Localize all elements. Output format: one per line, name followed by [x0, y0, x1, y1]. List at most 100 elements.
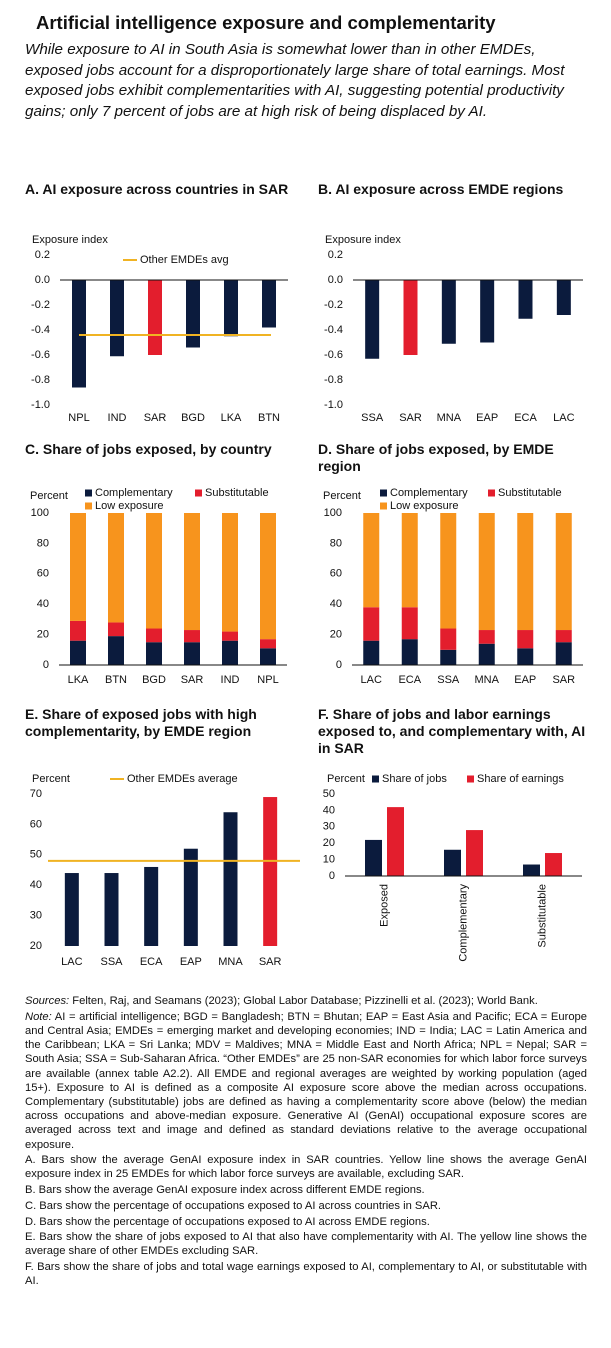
y-tick-label: 0.2: [35, 249, 50, 261]
bar-segment: [555, 513, 572, 631]
sources-text: Felten, Raj, and Seamans (2023); Global …: [72, 995, 538, 1007]
y-tick-label: -0.8: [324, 374, 343, 386]
bar: [365, 280, 380, 359]
x-tick-label: IND: [108, 412, 127, 424]
y-tick-label: 30: [323, 821, 335, 833]
note-label: Note:: [25, 1010, 52, 1023]
note-text: AI = artificial intelligence; BGD = Bang…: [25, 1010, 587, 1151]
note: Note: AI = artificial intelligence; BGD …: [25, 1010, 587, 1152]
x-tick-label: ECA: [514, 412, 537, 424]
panel-note: C. Bars show the percentage of occupatio…: [25, 1199, 442, 1212]
legend-swatch: [467, 775, 474, 783]
y-tick-label: -0.4: [31, 324, 50, 336]
panel-title: A. AI exposure across countries in SAR: [25, 181, 289, 197]
x-tick-label: ECA: [398, 674, 421, 686]
bar-segment: [517, 630, 534, 649]
bar-segment: [146, 642, 162, 665]
bar-segment: [517, 513, 534, 631]
legend-swatch: [85, 489, 92, 497]
axis-title: Exposure index: [325, 234, 401, 246]
y-tick-label: 50: [323, 788, 335, 800]
panel-title: F. Share of jobs and labor earnings expo…: [318, 706, 586, 756]
panel-note: E. Bars show the share of jobs exposed t…: [25, 1231, 587, 1258]
bar: [403, 280, 418, 355]
bar-segment: [478, 513, 495, 631]
x-tick-label: SAR: [181, 674, 204, 686]
bar-segment: [363, 607, 380, 641]
bar: [224, 280, 238, 337]
bar-segment: [440, 628, 457, 650]
legend-swatch: [380, 502, 387, 510]
x-tick-label: NPL: [257, 674, 278, 686]
y-tick-label: 70: [30, 788, 42, 800]
y-tick-label: 0: [336, 659, 342, 671]
bar-segment: [440, 513, 457, 629]
bar: [523, 864, 540, 876]
x-tick-label: LKA: [221, 412, 242, 424]
x-tick-label: SSA: [361, 412, 384, 424]
y-tick-label: 40: [323, 804, 335, 816]
bar: [64, 873, 79, 946]
bar-segment: [478, 643, 495, 665]
page-subtitle: While exposure to AI in South Asia is so…: [25, 41, 565, 120]
bar: [183, 848, 198, 946]
legend-swatch: [488, 489, 495, 497]
sources-label: Sources:: [25, 995, 70, 1007]
panel-title: C. Share of jobs exposed, by country: [25, 441, 272, 457]
bar-segment: [517, 648, 534, 665]
bar: [148, 280, 162, 355]
bar: [263, 797, 278, 946]
bar: [480, 280, 495, 343]
axis-title: Percent: [323, 490, 361, 502]
y-tick-label: 80: [37, 537, 49, 549]
bar-segment: [222, 513, 238, 632]
bar-segment: [70, 620, 86, 641]
x-tick-label: MNA: [218, 956, 243, 968]
y-tick-label: -1.0: [31, 399, 50, 411]
legend-label: Substitutable: [205, 487, 269, 499]
bar-segment: [108, 622, 124, 637]
bar: [545, 853, 562, 876]
x-tick-label: LAC: [361, 674, 382, 686]
y-tick-label: 60: [30, 818, 42, 830]
y-tick-label: 100: [31, 507, 49, 519]
bar-segment: [440, 649, 457, 665]
legend-label: Other EMDEs average: [127, 773, 238, 785]
x-tick-label: LKA: [68, 674, 89, 686]
x-tick-label: EAP: [514, 674, 536, 686]
y-tick-label: 0: [329, 870, 335, 882]
y-tick-label: 60: [330, 568, 342, 580]
y-tick-label: 20: [330, 629, 342, 641]
bar-segment: [184, 513, 200, 631]
panel-note: B. Bars show the average GenAI exposure …: [25, 1184, 425, 1197]
y-tick-label: -0.2: [324, 299, 343, 311]
y-tick-label: -0.6: [324, 349, 343, 361]
y-tick-label: 0: [43, 659, 49, 671]
bar-segment: [70, 513, 86, 621]
bar: [441, 280, 456, 344]
bar-segment: [108, 636, 124, 665]
legend-swatch: [372, 775, 379, 783]
bar: [556, 280, 571, 315]
legend-label: Share of earnings: [477, 773, 564, 785]
bar-segment: [363, 640, 380, 665]
y-tick-label: 30: [30, 910, 42, 922]
x-tick-label: MNA: [437, 412, 462, 424]
x-tick-label: Complementary: [457, 884, 469, 962]
bar: [365, 839, 382, 876]
y-tick-label: 80: [330, 537, 342, 549]
y-tick-label: 60: [37, 568, 49, 580]
bar-segment: [70, 640, 86, 665]
x-tick-label: LAC: [553, 412, 574, 424]
panel-note: F. Bars show the share of jobs and total…: [25, 1261, 587, 1288]
x-tick-label: SAR: [144, 412, 167, 424]
x-tick-label: SAR: [399, 412, 422, 424]
panel-note: D. Bars show the percentage of occupatio…: [25, 1215, 430, 1228]
y-tick-label: 40: [30, 879, 42, 891]
notes: Sources: Felten, Raj, and Seamans (2023)…: [25, 994, 587, 1290]
legend-label: Complementary: [95, 487, 173, 499]
x-tick-label: BTN: [105, 674, 127, 686]
bar-segment: [555, 630, 572, 643]
bar-segment: [555, 642, 572, 665]
